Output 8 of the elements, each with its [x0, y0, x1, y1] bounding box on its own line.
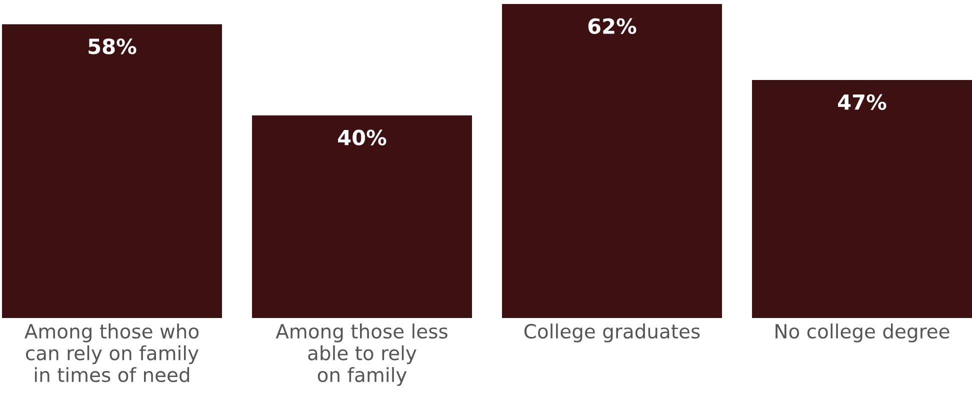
data-label: 62% [588, 18, 636, 34]
x-tick-label: College graduates [524, 324, 700, 342]
data-label: 47% [838, 94, 886, 110]
x-tick-label: No college degree [776, 324, 950, 342]
data-label: 40% [338, 130, 386, 146]
x-tick-label: Among those less able to rely on family [276, 324, 448, 386]
data-label: 58% [88, 38, 136, 54]
x-tick-label: Among those who can rely on family in times of need [24, 324, 199, 382]
